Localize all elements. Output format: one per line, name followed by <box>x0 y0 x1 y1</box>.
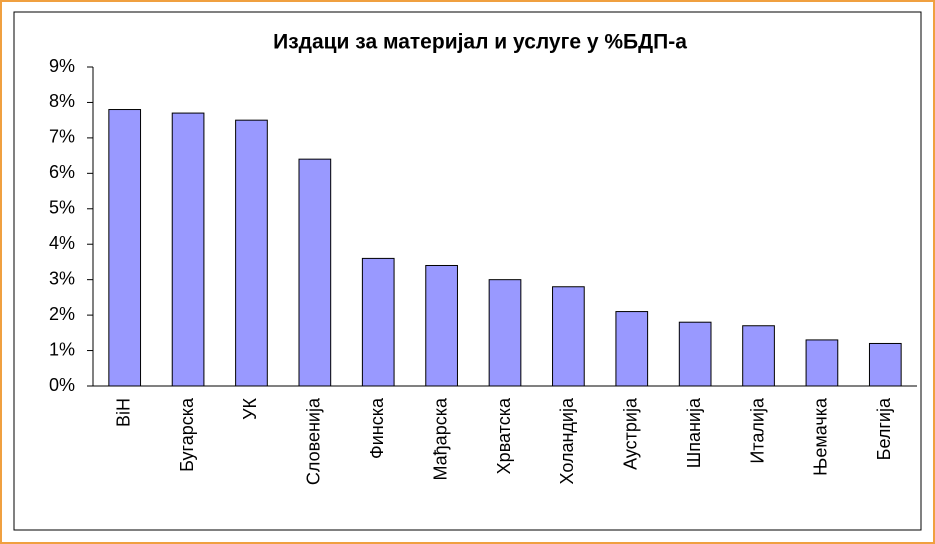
bar <box>742 325 775 387</box>
x-tick-label: Њемачка <box>811 397 831 476</box>
bar <box>552 286 585 387</box>
y-tick-label: 2% <box>49 304 75 324</box>
bar <box>805 339 839 387</box>
y-tick-label: 8% <box>49 91 75 111</box>
bar <box>298 158 332 387</box>
bar <box>488 279 522 387</box>
x-tick-label: Шпанија <box>684 397 704 468</box>
x-tick-label: Мађарска <box>430 397 450 481</box>
bar <box>171 112 205 387</box>
y-tick-label: 6% <box>49 162 75 182</box>
y-tick-label: 5% <box>49 198 75 218</box>
x-tick-label: Италија <box>747 397 767 464</box>
bar <box>108 109 142 387</box>
bar <box>361 257 395 387</box>
x-tick-label: Словенија <box>304 397 324 485</box>
bar <box>868 342 902 387</box>
y-tick-label: 7% <box>49 127 75 147</box>
x-tick-label: УК <box>240 397 260 419</box>
x-tick-label: Холандија <box>557 397 577 484</box>
bar <box>425 264 458 387</box>
y-tick-label: 3% <box>49 268 75 288</box>
x-tick-label: Белгија <box>874 397 894 460</box>
x-tick-label: Финска <box>367 397 387 459</box>
x-tick-label: BiH <box>113 398 133 427</box>
y-tick-label: 0% <box>49 375 75 395</box>
x-tick-label: Бугарска <box>177 397 197 472</box>
x-tick-label: Хрватска <box>494 397 514 474</box>
bar <box>235 119 268 387</box>
bar <box>615 311 649 387</box>
x-tick-label: Аустрија <box>621 397 641 470</box>
chart-title: Издаци за материјал и услуге у %БДП-а <box>273 31 687 54</box>
y-tick-label: 4% <box>49 233 75 253</box>
chart-border <box>13 11 922 531</box>
y-tick-label: 1% <box>49 339 75 359</box>
y-tick-label: 9% <box>49 56 75 76</box>
bar <box>678 321 712 387</box>
